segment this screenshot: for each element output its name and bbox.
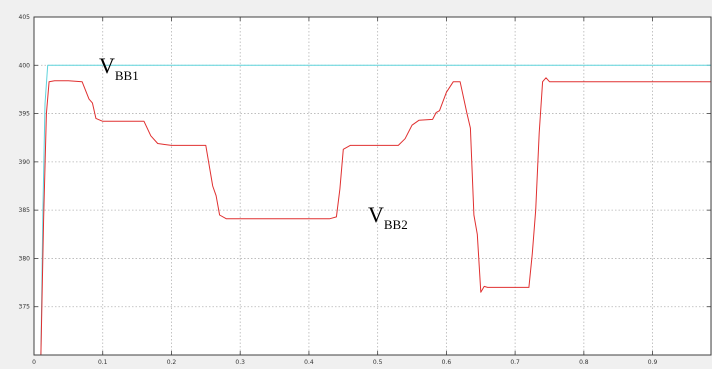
y-tick-label: 400 [19, 62, 31, 69]
axes-frame [33, 16, 712, 356]
ticks: 0 0.1 0.2 0.3 0.4 0.5 0.6 0.7 0.8 0.9 375 380 385 390… [19, 14, 711, 366]
annotation-vbb2-main: V [368, 202, 384, 227]
x-tick-label: 0 [32, 359, 36, 366]
y-tick-label: 395 [19, 111, 31, 118]
y-tick-label: 390 [19, 159, 31, 166]
x-tick-label: 0.4 [304, 359, 314, 366]
annotations: VBB1 VBB2 [99, 53, 408, 232]
x-tick-label: 0.7 [510, 359, 520, 366]
x-tick-label: 0.5 [373, 359, 383, 366]
y-tick-label: 405 [19, 14, 31, 21]
x-tick-label: 0.6 [442, 359, 452, 366]
x-tick-label: 0.8 [579, 359, 589, 366]
plot-area [34, 17, 711, 355]
y-tick-label: 375 [19, 304, 31, 311]
annotation-vbb1: VBB1 [99, 53, 139, 83]
x-tick-label: 0.2 [167, 359, 177, 366]
x-tick-label: 0.1 [98, 359, 108, 366]
x-tick-label: 0.3 [235, 359, 245, 366]
series-vbb2-line [34, 77, 711, 356]
annotation-vbb1-main: V [99, 53, 115, 78]
x-tick-label: 0.9 [648, 359, 658, 366]
annotation-vbb1-sub: BB1 [115, 68, 139, 83]
y-tick-label: 385 [19, 207, 31, 214]
y-tick-label: 380 [19, 255, 31, 262]
grid [34, 17, 711, 355]
annotation-vbb2: VBB2 [368, 202, 408, 232]
annotation-vbb2-sub: BB2 [384, 217, 408, 232]
